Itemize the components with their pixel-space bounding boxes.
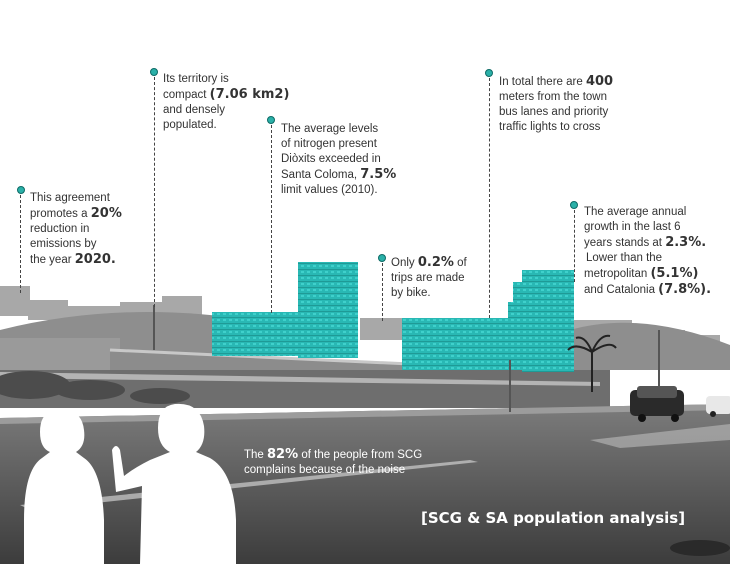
agreement-highlight-pct: 20% bbox=[90, 206, 122, 221]
leader-line bbox=[382, 263, 383, 321]
nitrogen-line-1: The average levels bbox=[281, 123, 379, 135]
street-poles bbox=[153, 305, 660, 412]
agreement-line-5: the year bbox=[30, 254, 75, 266]
bike-line-2: trips are made bbox=[391, 272, 465, 284]
territory-line-2: compact bbox=[163, 89, 210, 101]
bus-line-1: In total there are bbox=[499, 76, 586, 88]
noise-pre: The bbox=[244, 449, 268, 461]
teal-buildings-right bbox=[402, 270, 574, 372]
noise-statistic: The 82% of the people from SCG complains… bbox=[244, 447, 422, 478]
nitrogen-highlight: 7.5% bbox=[360, 167, 397, 182]
bushes bbox=[0, 371, 190, 404]
leader-line bbox=[489, 78, 490, 318]
annotation-growth: The average annual growth in the last 6 … bbox=[584, 205, 711, 298]
nitrogen-line-5: limit values (2010). bbox=[281, 184, 378, 196]
agreement-line-3: reduction in bbox=[30, 223, 90, 235]
bike-line-3: by bike. bbox=[391, 287, 431, 299]
car-dark bbox=[630, 386, 684, 422]
bus-line-4: traffic lights to cross bbox=[499, 121, 601, 133]
growth-highlight-catalonia: (7.8%). bbox=[658, 282, 712, 297]
growth-line-2: growth in the last 6 bbox=[584, 221, 681, 233]
territory-highlight: (7.06 km2) bbox=[209, 87, 290, 102]
territory-line-4: populated. bbox=[163, 119, 217, 131]
territory-line-3: and densely bbox=[163, 104, 226, 116]
bus-line-2: meters from the town bbox=[499, 91, 608, 103]
territory-line-1: Its territory is bbox=[163, 73, 229, 85]
road bbox=[0, 404, 730, 564]
annotation-agreement: This agreement promotes a 20% reduction … bbox=[30, 191, 122, 268]
marker-dot-icon bbox=[485, 69, 493, 77]
annotation-bike: Only 0.2% of trips are made by bike. bbox=[391, 255, 467, 301]
nitrogen-line-4: Santa Coloma, bbox=[281, 169, 361, 181]
crosswalk bbox=[590, 424, 730, 448]
bike-line-1b: of bbox=[453, 257, 467, 269]
bike-highlight: 0.2% bbox=[417, 255, 454, 270]
noise-post: of the people from SCG bbox=[298, 449, 423, 461]
annotation-bus: In total there are 400 meters from the t… bbox=[499, 74, 613, 135]
annotation-nitrogen: The average levels of nitrogen present D… bbox=[281, 122, 396, 198]
agreement-line-4: emissions by bbox=[30, 238, 97, 250]
agreement-line-1: This agreement bbox=[30, 192, 110, 204]
teal-buildings-left bbox=[212, 262, 358, 358]
growth-line-6: and Catalonia bbox=[584, 284, 659, 296]
agreement-line-2: promotes a bbox=[30, 208, 91, 220]
palm-tree bbox=[567, 334, 617, 392]
people-silhouettes bbox=[24, 403, 236, 564]
agreement-highlight-year: 2020. bbox=[74, 252, 116, 267]
growth-line-4: Lower than the bbox=[586, 252, 663, 264]
leader-line bbox=[271, 125, 272, 313]
caption-title: [SCG & SA population analysis] bbox=[421, 509, 686, 527]
growth-highlight: 2.3%. bbox=[665, 235, 707, 250]
growth-line-1: The average annual bbox=[584, 206, 687, 218]
nitrogen-line-2: of nitrogen present bbox=[281, 138, 377, 150]
annotation-territory: Its territory is compact (7.06 km2) and … bbox=[163, 72, 289, 133]
leader-line bbox=[154, 77, 155, 307]
growth-line-5: metropolitan bbox=[584, 268, 651, 280]
growth-highlight-metro: (5.1%) bbox=[650, 266, 699, 281]
nitrogen-line-3: Diòxits exceeded in bbox=[281, 153, 381, 165]
growth-line-3: years stands at bbox=[584, 237, 666, 249]
car-white bbox=[706, 396, 730, 417]
lane-marking bbox=[20, 460, 478, 510]
marker-dot-icon bbox=[150, 68, 158, 76]
bus-line-3: bus lanes and priority bbox=[499, 106, 609, 118]
marker-dot-icon bbox=[17, 186, 25, 194]
bus-highlight: 400 bbox=[585, 74, 614, 89]
marker-dot-icon bbox=[378, 254, 386, 262]
leader-line bbox=[574, 210, 575, 282]
marker-dot-icon bbox=[267, 116, 275, 124]
noise-line-2: complains because of the noise bbox=[244, 464, 406, 476]
bike-line-1a: Only bbox=[391, 257, 418, 269]
marker-dot-icon bbox=[570, 201, 578, 209]
leader-line bbox=[20, 195, 21, 293]
noise-highlight: 82% bbox=[267, 447, 299, 462]
